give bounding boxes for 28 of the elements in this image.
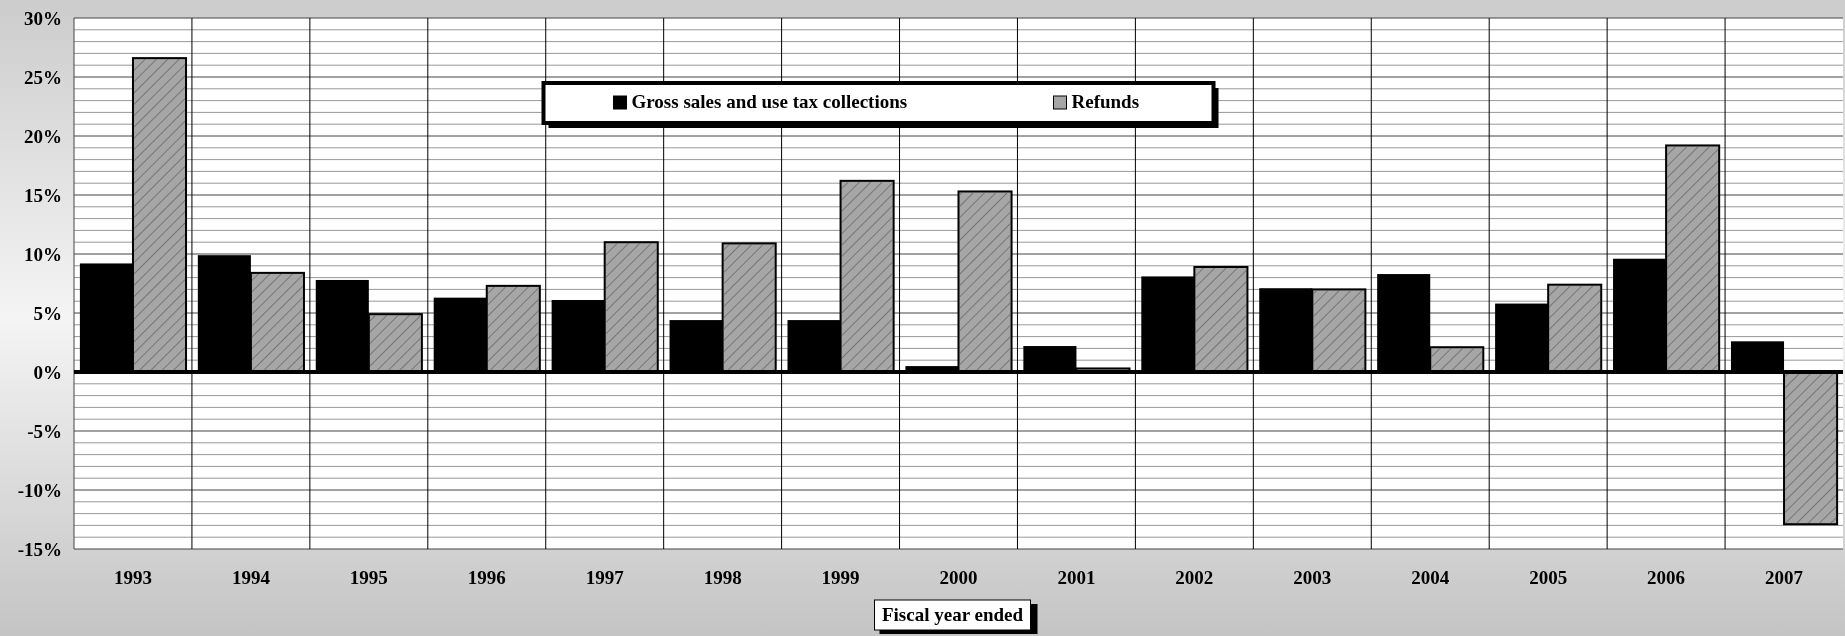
y-tick-label: 0%: [33, 361, 62, 383]
x-tick-label: 2006: [1647, 567, 1686, 588]
y-tick-label: -15%: [17, 538, 62, 560]
x-tick-label: 1995: [349, 567, 388, 588]
x-tick-label: 2001: [1057, 567, 1096, 588]
y-tick-label: 5%: [33, 302, 62, 324]
x-tick-label: 2005: [1529, 567, 1568, 588]
x-tick-label: 2004: [1411, 567, 1450, 588]
x-tick-label: 2002: [1175, 567, 1214, 588]
x-tick-label: 1993: [113, 567, 152, 588]
x-tick-label: 1999: [821, 567, 860, 588]
y-tick-label: 15%: [24, 184, 62, 206]
y-tick-label: -10%: [17, 479, 62, 501]
x-tick-label: 2007: [1765, 567, 1804, 588]
y-tick-label: 20%: [24, 125, 62, 147]
x-tick-label: 1996: [467, 567, 506, 588]
y-tick-label: 10%: [24, 243, 62, 265]
legend-label: Gross sales and use tax collections: [631, 91, 908, 112]
y-tick-label: 30%: [24, 7, 62, 29]
y-tick-label: -5%: [27, 420, 62, 442]
legend-label: Refunds: [1071, 91, 1140, 112]
x-tick-label: 2003: [1293, 567, 1332, 588]
x-tick-label: 1994: [231, 567, 271, 588]
x-tick-label: 1997: [585, 567, 625, 588]
y-tick-label: 25%: [24, 66, 62, 88]
x-axis-title: Fiscal year ended: [881, 604, 1024, 625]
x-tick-label: 2000: [939, 567, 978, 588]
x-tick-label: 1998: [703, 567, 742, 588]
